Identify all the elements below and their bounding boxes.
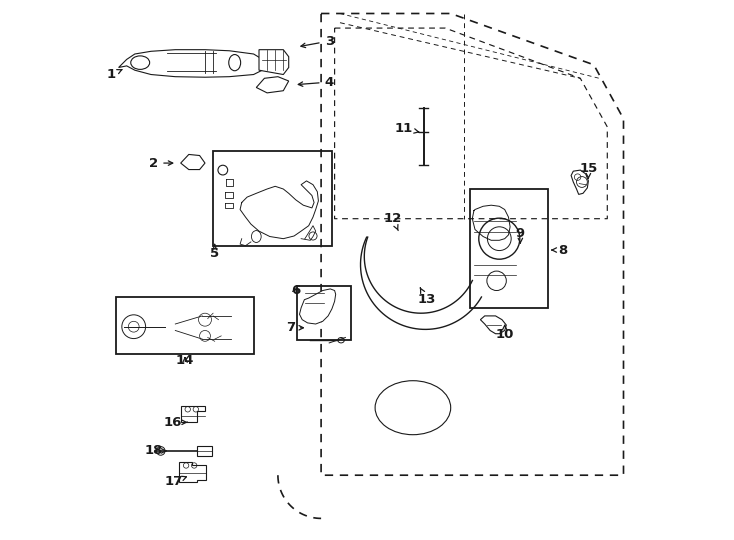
Bar xyxy=(213,151,332,246)
Text: 9: 9 xyxy=(516,227,525,243)
Text: 18: 18 xyxy=(145,444,166,457)
Bar xyxy=(116,297,254,354)
Text: 6: 6 xyxy=(291,284,300,297)
Polygon shape xyxy=(256,77,288,93)
Text: 14: 14 xyxy=(176,354,195,367)
Bar xyxy=(197,446,212,456)
Text: 17: 17 xyxy=(164,475,186,488)
Polygon shape xyxy=(259,50,288,75)
Polygon shape xyxy=(480,316,506,334)
Text: 11: 11 xyxy=(395,122,419,135)
Polygon shape xyxy=(181,406,205,422)
Text: 16: 16 xyxy=(164,416,187,429)
Text: 8: 8 xyxy=(552,244,567,256)
Polygon shape xyxy=(571,170,589,194)
Text: 1: 1 xyxy=(107,68,122,81)
Text: 12: 12 xyxy=(384,212,402,231)
Polygon shape xyxy=(181,154,205,170)
Text: 5: 5 xyxy=(210,245,219,260)
Polygon shape xyxy=(119,50,264,77)
Text: 15: 15 xyxy=(579,162,597,178)
Text: 2: 2 xyxy=(149,157,172,170)
Polygon shape xyxy=(179,462,206,482)
Text: 4: 4 xyxy=(298,76,334,89)
Polygon shape xyxy=(299,289,335,324)
Bar xyxy=(470,189,548,308)
Bar xyxy=(297,286,351,340)
Text: 3: 3 xyxy=(301,35,334,48)
Text: 10: 10 xyxy=(495,325,514,341)
Text: 7: 7 xyxy=(286,321,303,334)
Text: 13: 13 xyxy=(417,288,435,306)
